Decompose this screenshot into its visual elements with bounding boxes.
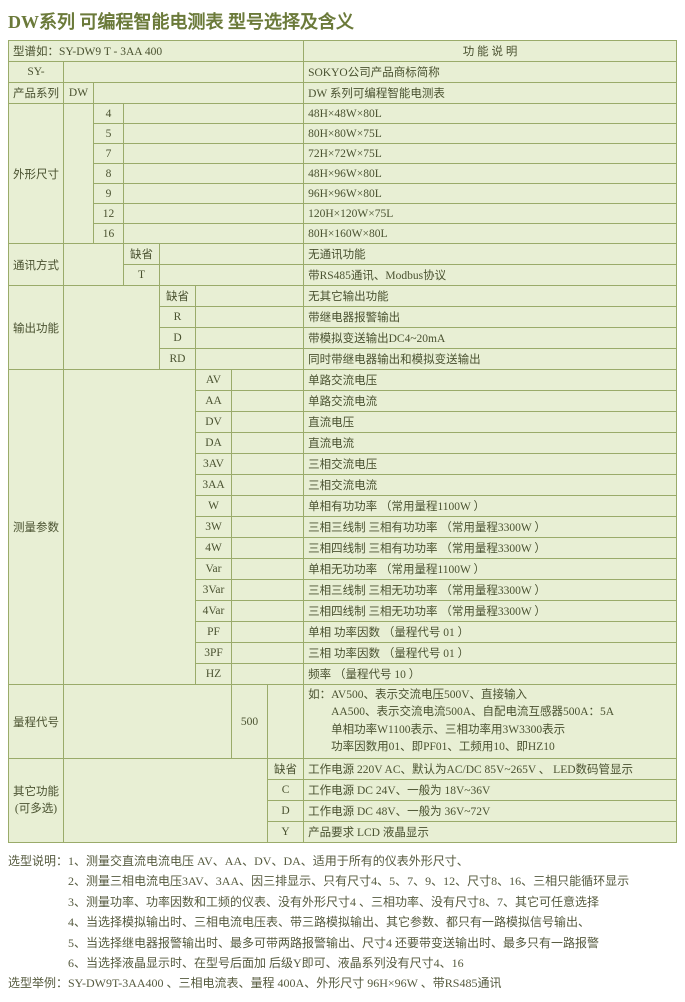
dim-code: 7 xyxy=(94,144,124,164)
meas-code: 3Var xyxy=(196,580,232,601)
meas-desc: 直流电压 xyxy=(304,412,677,433)
meas-code: DV xyxy=(196,412,232,433)
meas-desc: 三相四线制 三相无功功率 （常用量程3300W ） xyxy=(304,601,677,622)
header-right: 功 能 说 明 xyxy=(304,41,677,62)
other-desc: 工作电源 220V AC、默认为AC/DC 85V~265V 、 LED数码管显… xyxy=(304,759,677,780)
ex-label: 选型举例： xyxy=(8,973,68,993)
dim-desc: 48H×48W×80L xyxy=(304,104,677,124)
out-code: 缺省 xyxy=(160,286,196,307)
meas-label: 测量参数 xyxy=(9,370,64,685)
other-code: 缺省 xyxy=(268,759,304,780)
range-desc: 如：AV500、表示交流电压500V、直接输入 AA500、表示交流电流500A… xyxy=(304,685,677,759)
meas-code: 3AA xyxy=(196,475,232,496)
dim-desc: 80H×160W×80L xyxy=(304,224,677,244)
series-label: 产品系列 xyxy=(9,83,64,104)
series-code: DW xyxy=(64,83,94,104)
meas-desc: 直流电流 xyxy=(304,433,677,454)
meas-code: W xyxy=(196,496,232,517)
out-desc: 带模拟变送输出DC4~20mA xyxy=(304,328,677,349)
meas-desc: 单相有功功率 （常用量程1100W ） xyxy=(304,496,677,517)
out-desc: 带继电器报警输出 xyxy=(304,307,677,328)
out-desc: 同时带继电器输出和模拟变送输出 xyxy=(304,349,677,370)
meas-desc: 频率 （量程代号 10 ） xyxy=(304,664,677,685)
meas-code: 4Var xyxy=(196,601,232,622)
meas-desc: 单路交流电压 xyxy=(304,370,677,391)
meas-code: Var xyxy=(196,559,232,580)
sel-label: 选型说明： xyxy=(8,851,68,973)
dim-desc: 120H×120W×75L xyxy=(304,204,677,224)
other-desc: 工作电源 DC 24V、一般为 18V~36V xyxy=(304,780,677,801)
dim-code: 12 xyxy=(94,204,124,224)
comm-code: 缺省 xyxy=(124,244,160,265)
other-code: D xyxy=(268,801,304,822)
out-code: RD xyxy=(160,349,196,370)
header-left: 型谱如：SY-DW9 T - 3AA 400 xyxy=(9,41,304,62)
spec-table: 型谱如：SY-DW9 T - 3AA 400 功 能 说 明 SY- SOKYO… xyxy=(8,40,677,843)
dim-desc: 48H×96W×80L xyxy=(304,164,677,184)
meas-desc: 三相三线制 三相有功功率 （常用量程3300W ） xyxy=(304,517,677,538)
sy-desc: SOKYO公司产品商标简称 xyxy=(304,62,677,83)
meas-code: DA xyxy=(196,433,232,454)
meas-desc: 三相交流电流 xyxy=(304,475,677,496)
dim-code: 9 xyxy=(94,184,124,204)
notes: 选型说明： 1、测量交直流电流电压 AV、AA、DV、DA、适用于所有的仪表外形… xyxy=(8,851,677,994)
meas-code: AV xyxy=(196,370,232,391)
meas-desc: 三相交流电压 xyxy=(304,454,677,475)
other-code: Y xyxy=(268,822,304,843)
dim-code: 5 xyxy=(94,124,124,144)
other-label: 其它功能(可多选) xyxy=(9,759,64,843)
sy-label: SY- xyxy=(9,62,64,83)
dim-desc: 72H×72W×75L xyxy=(304,144,677,164)
page-title: DW系列 可编程智能电测表 型号选择及含义 xyxy=(8,8,677,34)
meas-code: HZ xyxy=(196,664,232,685)
meas-desc: 三相 功率因数 （量程代号 01 ） xyxy=(304,643,677,664)
out-desc: 无其它输出功能 xyxy=(304,286,677,307)
meas-code: 3W xyxy=(196,517,232,538)
other-code: C xyxy=(268,780,304,801)
comm-desc: 无通讯功能 xyxy=(304,244,677,265)
meas-desc: 单路交流电流 xyxy=(304,391,677,412)
meas-code: PF xyxy=(196,622,232,643)
dim-code: 16 xyxy=(94,224,124,244)
range-code: 500 xyxy=(232,685,268,759)
other-desc: 产品要求 LCD 液晶显示 xyxy=(304,822,677,843)
range-label: 量程代号 xyxy=(9,685,64,759)
series-desc: DW 系列可编程智能电测表 xyxy=(304,83,677,104)
meas-code: 4W xyxy=(196,538,232,559)
meas-desc: 三相三线制 三相无功功率 （常用量程3300W ） xyxy=(304,580,677,601)
dim-desc: 80H×80W×75L xyxy=(304,124,677,144)
dim-desc: 96H×96W×80L xyxy=(304,184,677,204)
out-code: D xyxy=(160,328,196,349)
ex-text: SY-DW9T-3AA400 、三相电流表、量程 400A、外形尺寸 96H×9… xyxy=(68,973,677,993)
comm-desc: 带RS485通讯、Modbus协议 xyxy=(304,265,677,286)
meas-desc: 三相四线制 三相有功功率 （常用量程3300W ） xyxy=(304,538,677,559)
out-label: 输出功能 xyxy=(9,286,64,370)
out-code: R xyxy=(160,307,196,328)
comm-label: 通讯方式 xyxy=(9,244,64,286)
comm-code: T xyxy=(124,265,160,286)
meas-desc: 单相 功率因数 （量程代号 01 ） xyxy=(304,622,677,643)
sel-body: 1、测量交直流电流电压 AV、AA、DV、DA、适用于所有的仪表外形尺寸、2、测… xyxy=(68,851,677,973)
meas-code: 3PF xyxy=(196,643,232,664)
dim-code: 4 xyxy=(94,104,124,124)
meas-desc: 单相无功功率 （常用量程1100W ） xyxy=(304,559,677,580)
meas-code: 3AV xyxy=(196,454,232,475)
meas-code: AA xyxy=(196,391,232,412)
dim-code: 8 xyxy=(94,164,124,184)
other-desc: 工作电源 DC 48V、一般为 36V~72V xyxy=(304,801,677,822)
dim-label: 外形尺寸 xyxy=(9,104,64,244)
